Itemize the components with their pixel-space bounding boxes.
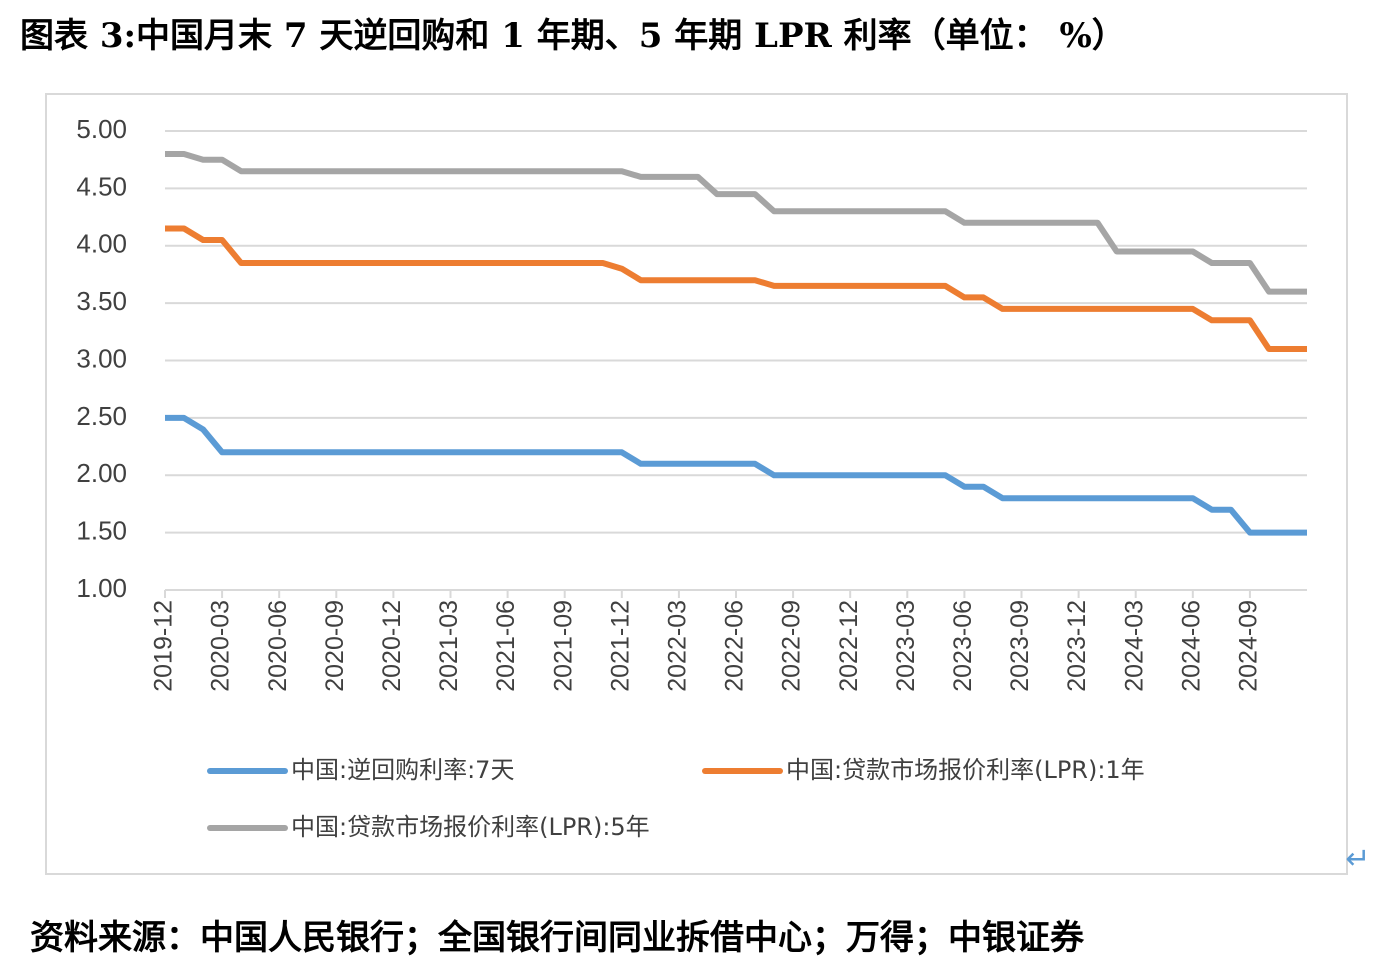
y-tick-label: 4.50 bbox=[76, 171, 127, 201]
y-tick-label: 3.50 bbox=[76, 286, 127, 316]
x-tick-label: 2024-06 bbox=[1177, 600, 1205, 692]
x-tick-label: 2021-12 bbox=[606, 600, 634, 692]
x-tick-label: 2019-12 bbox=[150, 600, 178, 692]
x-tick-label: 2020-06 bbox=[264, 600, 292, 692]
x-tick-label: 2021-03 bbox=[435, 600, 463, 692]
y-tick-label: 3.00 bbox=[76, 343, 127, 373]
x-tick-label: 2022-12 bbox=[835, 600, 863, 692]
x-tick-label: 2022-03 bbox=[664, 600, 692, 692]
source-note: 资料来源：中国人民银行；全国银行间同业拆借中心；万得；中银证券 bbox=[30, 918, 1085, 958]
x-tick-label: 2020-12 bbox=[378, 600, 406, 692]
y-tick-label: 1.00 bbox=[76, 573, 127, 603]
x-tick-label: 2022-06 bbox=[721, 600, 749, 692]
x-tick-label: 2020-09 bbox=[321, 600, 349, 692]
y-tick-label: 2.00 bbox=[76, 458, 127, 488]
return-mark: ↵ bbox=[1345, 842, 1370, 877]
legend-label: 中国:逆回购利率:7天 bbox=[291, 756, 514, 784]
x-tick-label: 2020-03 bbox=[207, 600, 235, 692]
x-tick-label: 2021-06 bbox=[492, 600, 520, 692]
series-line bbox=[165, 414, 1307, 536]
y-tick-label: 1.50 bbox=[76, 516, 127, 546]
x-tick-label: 2023-09 bbox=[1006, 600, 1034, 692]
x-tick-label: 2024-09 bbox=[1235, 600, 1263, 692]
y-tick-label: 4.00 bbox=[76, 229, 127, 259]
x-tick-label: 2024-03 bbox=[1120, 600, 1148, 692]
series-line bbox=[165, 225, 1307, 352]
chart-title: 图表 3:中国月末 7 天逆回购和 1 年期、5 年期 LPR 利率（单位： %… bbox=[20, 16, 1126, 56]
y-tick-label: 5.00 bbox=[76, 114, 127, 144]
chart-frame bbox=[45, 93, 1348, 875]
legend-label: 中国:贷款市场报价利率(LPR):1年 bbox=[786, 756, 1145, 784]
series-line bbox=[165, 151, 1307, 295]
x-tick-label: 2021-09 bbox=[549, 600, 577, 692]
x-tick-label: 2023-12 bbox=[1063, 600, 1091, 692]
legend-label: 中国:贷款市场报价利率(LPR):5年 bbox=[291, 813, 650, 841]
x-tick-label: 2022-09 bbox=[778, 600, 806, 692]
x-tick-label: 2023-06 bbox=[949, 600, 977, 692]
y-tick-label: 2.50 bbox=[76, 401, 127, 431]
x-tick-label: 2023-03 bbox=[892, 600, 920, 692]
